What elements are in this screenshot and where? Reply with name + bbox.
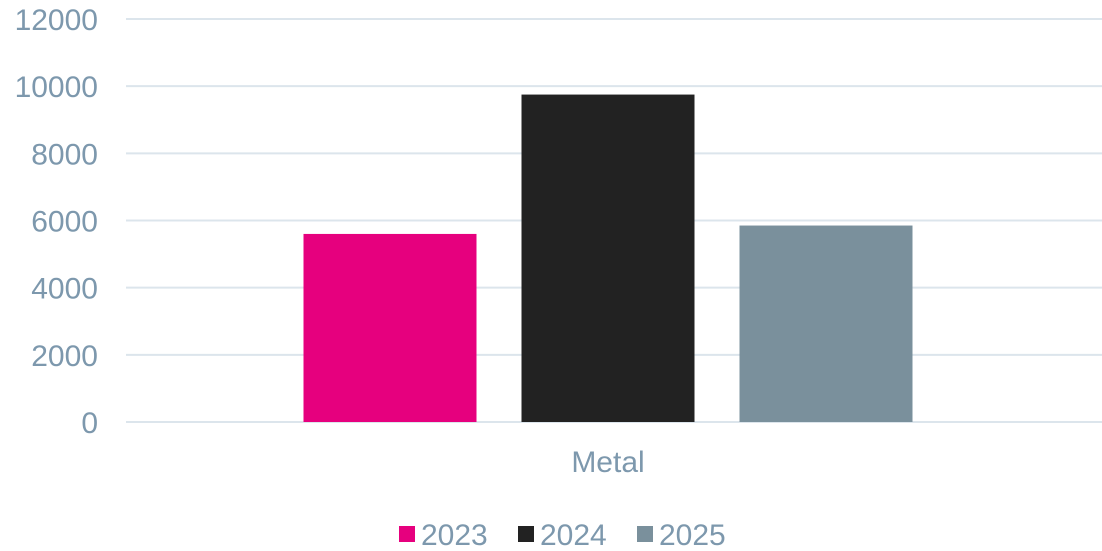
legend-label: 2025 [659,519,726,551]
y-tick-label: 10000 [15,71,98,104]
y-axis-tick-labels: 0 2000 4000 6000 8000 10000 12000 [15,4,98,440]
x-axis-category-labels: Metal [571,446,644,479]
legend-swatch-2024 [518,526,534,542]
bar-2023 [303,233,477,422]
legend-swatch-2025 [637,526,653,542]
y-tick-label: 0 [81,407,98,440]
y-tick-label: 2000 [31,340,98,373]
legend-label: 2023 [421,519,488,551]
y-tick-label: 12000 [15,4,98,37]
legend: 2023 2024 2025 [399,519,726,551]
bars [303,94,913,422]
x-category-label: Metal [571,446,644,479]
legend-label: 2024 [540,519,607,551]
y-tick-label: 4000 [31,273,98,306]
y-tick-label: 8000 [31,138,98,171]
bar-2024 [521,94,695,422]
y-tick-label: 6000 [31,206,98,239]
bar-2025 [739,225,913,422]
legend-swatch-2023 [399,526,415,542]
